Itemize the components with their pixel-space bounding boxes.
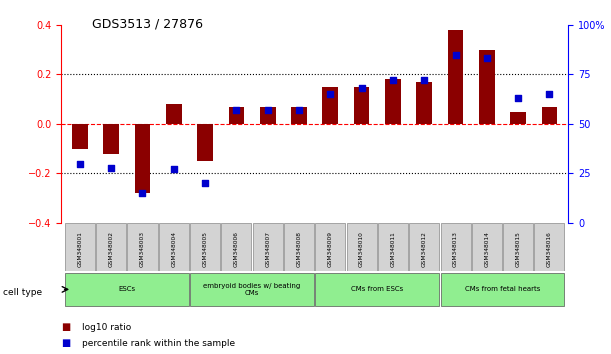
Text: log10 ratio: log10 ratio [82, 323, 132, 332]
FancyBboxPatch shape [378, 223, 408, 271]
Bar [229, 107, 244, 124]
Text: ESCs: ESCs [119, 286, 136, 292]
Bar [260, 107, 276, 124]
Point [106, 165, 116, 170]
FancyBboxPatch shape [441, 223, 470, 271]
Text: GDS3513 / 27876: GDS3513 / 27876 [92, 18, 203, 31]
Point [544, 91, 554, 97]
Point [232, 107, 241, 113]
Text: GSM348009: GSM348009 [328, 231, 333, 267]
FancyBboxPatch shape [315, 223, 345, 271]
Point [326, 91, 335, 97]
Bar [510, 112, 526, 124]
Bar [417, 82, 432, 124]
Point [451, 52, 461, 57]
Point [388, 78, 398, 83]
FancyBboxPatch shape [315, 273, 439, 306]
Text: GSM348003: GSM348003 [140, 231, 145, 267]
Point [357, 85, 367, 91]
FancyBboxPatch shape [190, 223, 220, 271]
Bar [197, 124, 213, 161]
Bar [541, 107, 557, 124]
Text: GSM348012: GSM348012 [422, 231, 426, 267]
Bar [134, 124, 150, 193]
Text: ■: ■ [61, 322, 70, 332]
Text: GSM348010: GSM348010 [359, 231, 364, 267]
Bar [479, 50, 495, 124]
Point [200, 181, 210, 186]
Bar [448, 30, 463, 124]
Point [169, 167, 178, 172]
Text: GSM348004: GSM348004 [171, 231, 177, 267]
Bar [323, 87, 338, 124]
FancyBboxPatch shape [159, 223, 189, 271]
Text: CMs from ESCs: CMs from ESCs [351, 286, 403, 292]
Bar [291, 107, 307, 124]
FancyBboxPatch shape [65, 223, 95, 271]
Text: GSM348001: GSM348001 [78, 231, 82, 267]
FancyBboxPatch shape [346, 223, 376, 271]
FancyBboxPatch shape [409, 223, 439, 271]
Text: percentile rank within the sample: percentile rank within the sample [82, 339, 236, 348]
Text: GSM348013: GSM348013 [453, 231, 458, 267]
FancyBboxPatch shape [65, 273, 189, 306]
Point [75, 161, 85, 166]
Text: GSM348006: GSM348006 [234, 231, 239, 267]
Text: embryoid bodies w/ beating
CMs: embryoid bodies w/ beating CMs [203, 283, 301, 296]
Bar [385, 79, 401, 124]
FancyBboxPatch shape [503, 223, 533, 271]
Point [482, 56, 492, 61]
FancyBboxPatch shape [441, 273, 565, 306]
Text: GSM348007: GSM348007 [265, 231, 270, 267]
Point [419, 78, 429, 83]
Bar [166, 104, 181, 124]
Bar [354, 87, 370, 124]
Text: GSM348002: GSM348002 [109, 231, 114, 267]
Bar [72, 124, 88, 149]
Text: GSM348005: GSM348005 [203, 231, 208, 267]
Point [294, 107, 304, 113]
Text: CMs from fetal hearts: CMs from fetal hearts [465, 286, 540, 292]
FancyBboxPatch shape [284, 223, 314, 271]
Text: GSM348014: GSM348014 [485, 231, 489, 267]
Text: GSM348015: GSM348015 [516, 231, 521, 267]
Point [137, 190, 147, 196]
Text: GSM348008: GSM348008 [296, 231, 301, 267]
Text: GSM348016: GSM348016 [547, 231, 552, 267]
FancyBboxPatch shape [190, 273, 314, 306]
FancyBboxPatch shape [96, 223, 126, 271]
FancyBboxPatch shape [253, 223, 283, 271]
Text: GSM348011: GSM348011 [390, 231, 395, 267]
FancyBboxPatch shape [221, 223, 252, 271]
Point [263, 107, 273, 113]
FancyBboxPatch shape [535, 223, 565, 271]
Point [513, 95, 523, 101]
Bar [103, 124, 119, 154]
Text: cell type: cell type [3, 287, 42, 297]
FancyBboxPatch shape [472, 223, 502, 271]
FancyBboxPatch shape [128, 223, 158, 271]
Text: ■: ■ [61, 338, 70, 348]
